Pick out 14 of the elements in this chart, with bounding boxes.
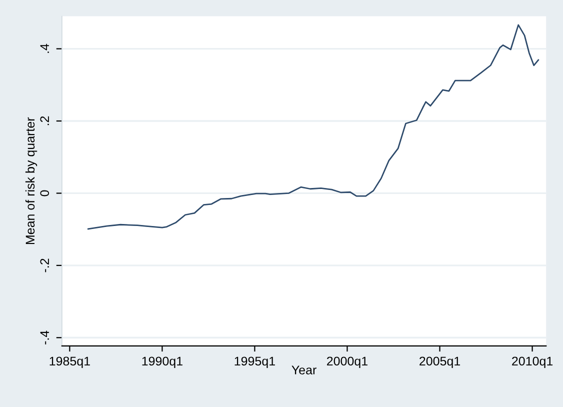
- y-tick-label: 0: [40, 190, 50, 196]
- x-tick-label: 1990q1: [142, 356, 182, 368]
- x-tick-label: 2010q1: [512, 356, 553, 368]
- x-tick-label: 2000q1: [326, 356, 368, 368]
- line-series: [87, 24, 540, 230]
- y-tick-label: -.2: [40, 258, 49, 272]
- y-tick-label: .2: [40, 116, 49, 126]
- y-tick-label: .4: [40, 44, 49, 53]
- x-tick-label: 1995q1: [234, 356, 275, 368]
- x-tick-label: 1985q1: [50, 356, 90, 368]
- y-tick-label: -.4: [40, 330, 49, 344]
- x-tick-label: 2005q1: [420, 356, 460, 368]
- y-axis-title: Mean of risk by quarter: [25, 117, 38, 244]
- x-axis-title: Year: [292, 366, 316, 374]
